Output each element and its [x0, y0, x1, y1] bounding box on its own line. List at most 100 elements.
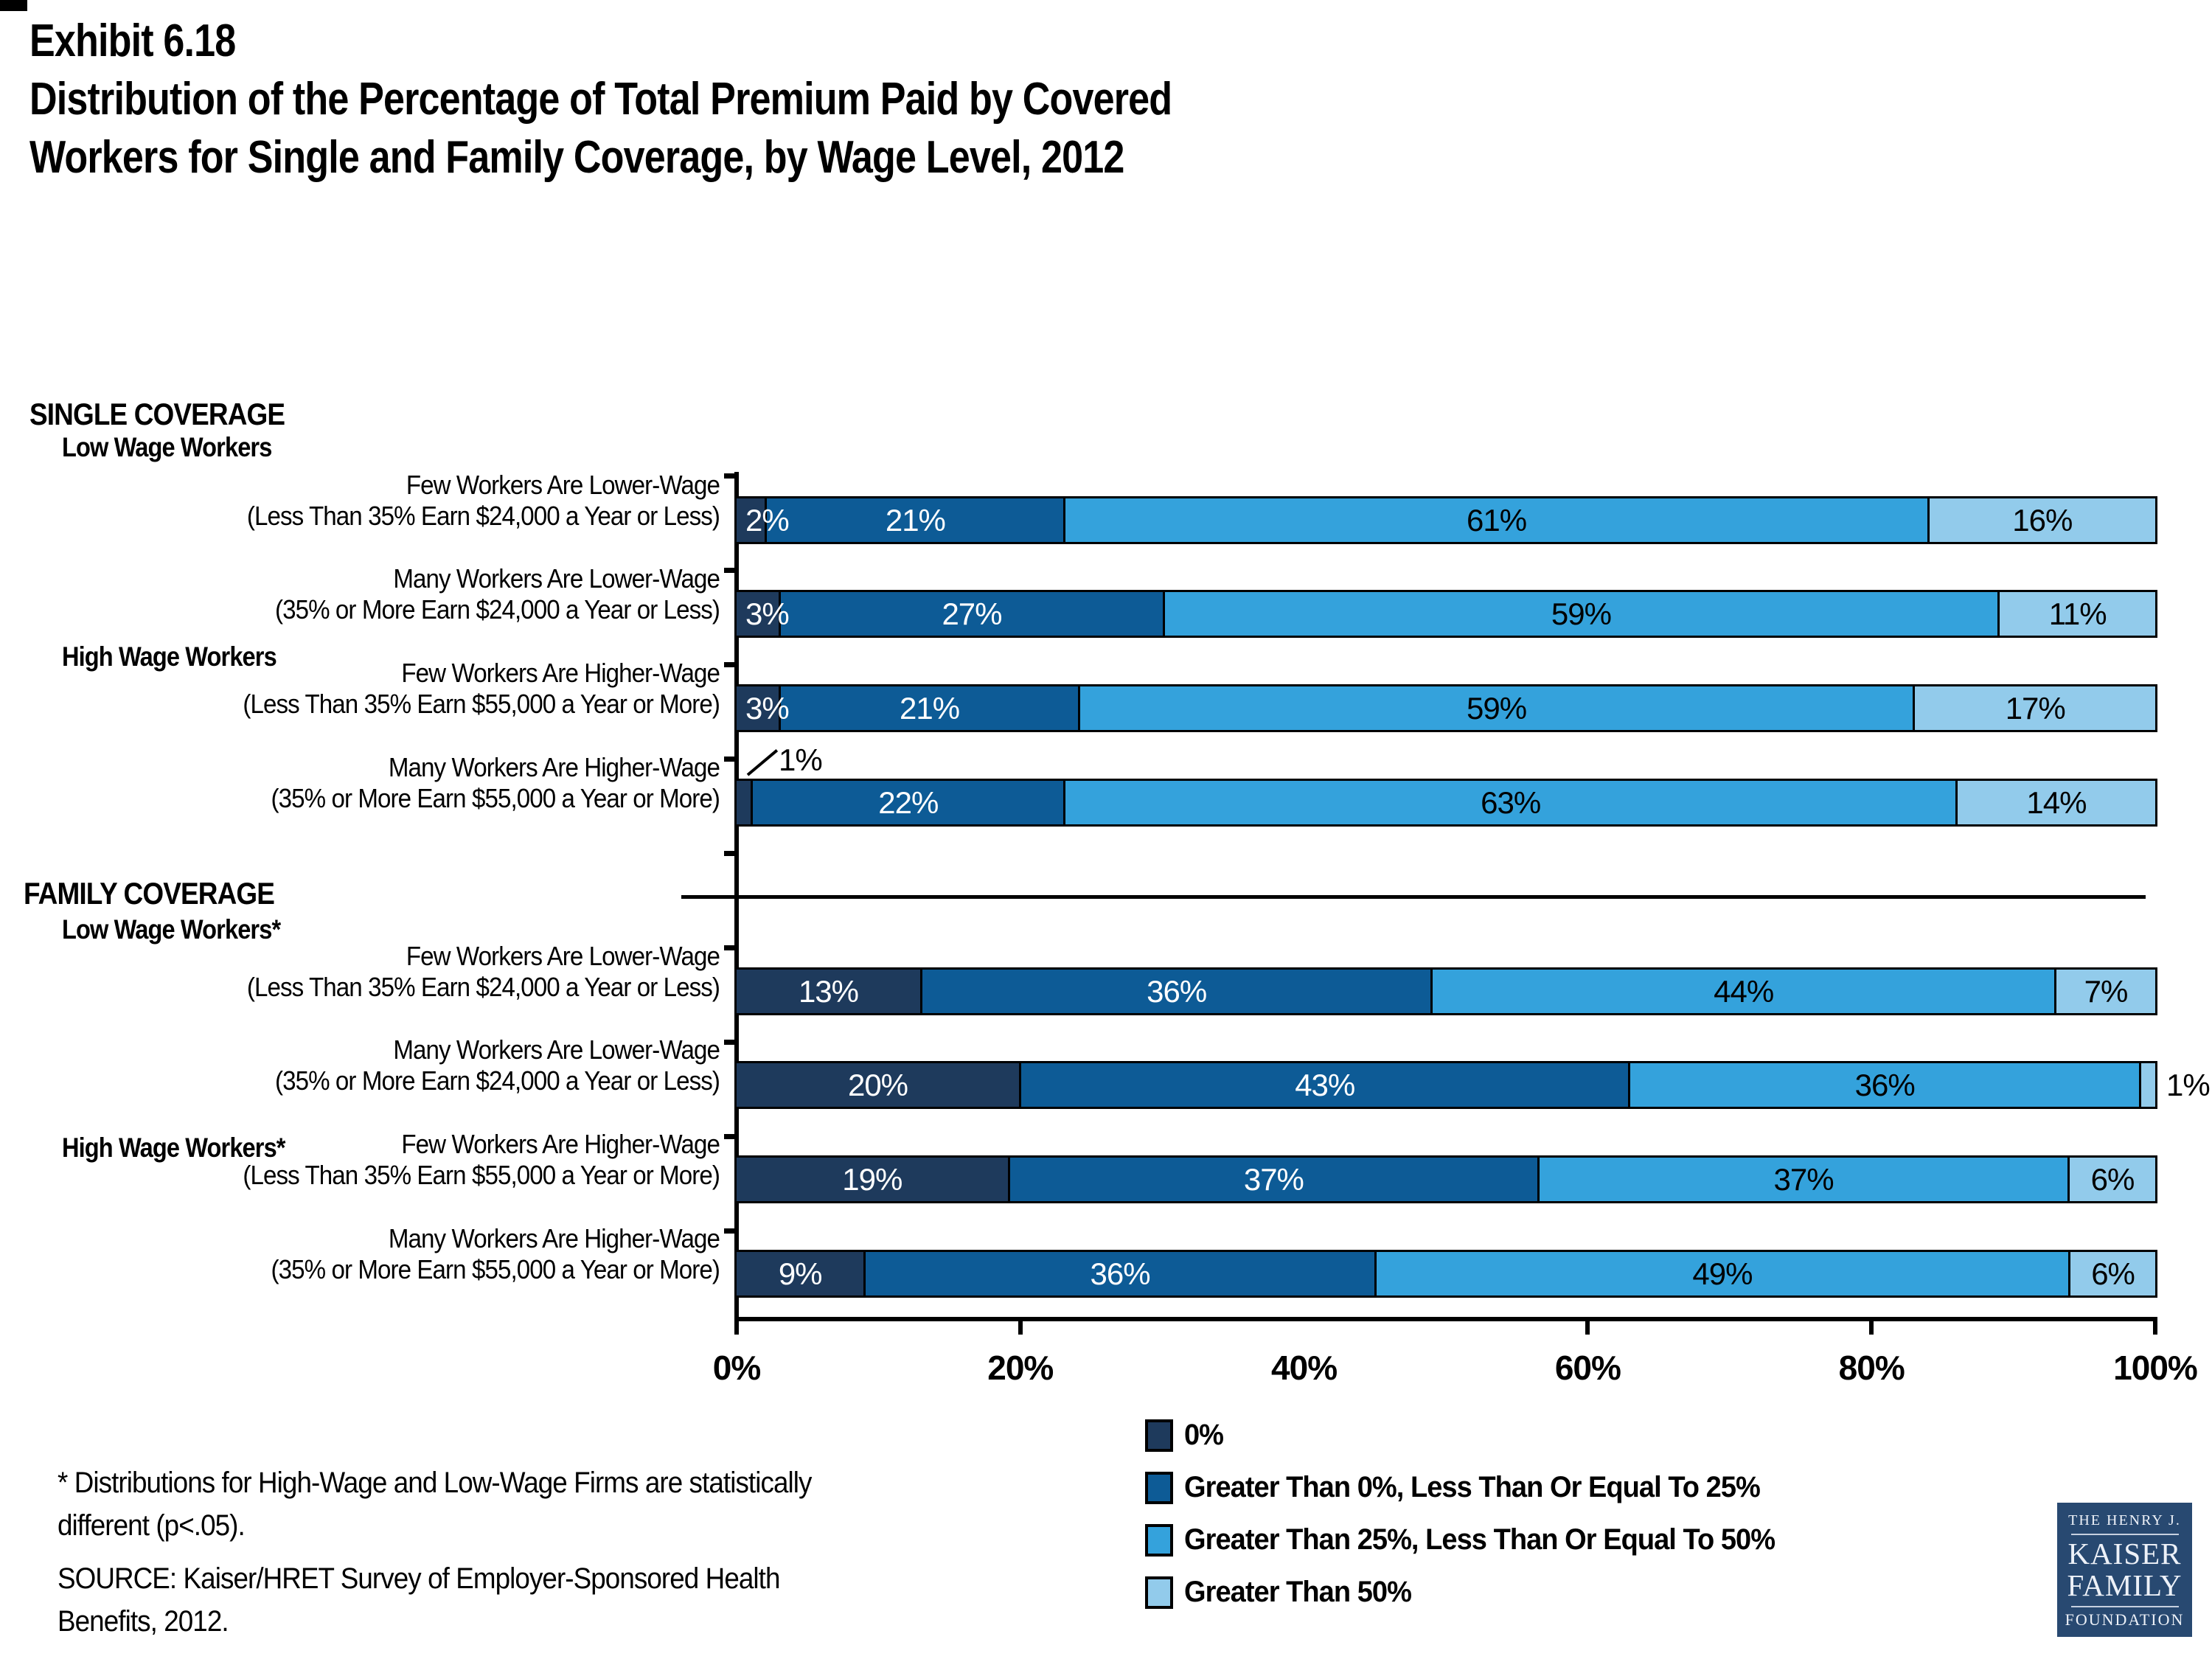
category-tick [724, 1228, 734, 1234]
x-axis-tick [2153, 1321, 2157, 1335]
logo-name-kaiser: KAISER [2067, 1537, 2182, 1571]
bar-segment: 37% [1009, 1158, 1540, 1201]
logo-top-text: THE HENRY J. [2068, 1512, 2181, 1528]
row-label: Many Workers Are Higher-Wage (35% or More… [105, 1223, 720, 1285]
row-label-line-1: Many Workers Are Higher-Wage [388, 752, 720, 782]
x-axis-tick-label: 100% [2113, 1349, 2198, 1387]
title-line-2: Workers for Single and Family Coverage, … [29, 132, 1124, 183]
bar-segment-value: 37% [1243, 1161, 1304, 1197]
source-line-2: Benefits, 2012. [58, 1605, 229, 1638]
row-label: Few Workers Are Lower-Wage (Less Than 35%… [105, 470, 720, 532]
category-tick [724, 851, 734, 856]
bar-segment-value: 61% [1467, 502, 1527, 538]
section-header-single: SINGLE COVERAGE [29, 397, 285, 431]
bar-segment: 44% [1433, 970, 2056, 1013]
row-label: Few Workers Are Higher-Wage (Less Than 35… [105, 1129, 720, 1191]
logo-name-family: FAMILY [2067, 1568, 2183, 1602]
x-axis-tick [1869, 1321, 1874, 1335]
bar-segment: 13% [737, 970, 922, 1013]
legend-label: Greater Than 50% [1184, 1576, 1412, 1608]
row-label-line-2: (35% or More Earn $55,000 a Year or More… [271, 1254, 720, 1284]
bar-segment: 21% [781, 686, 1080, 730]
bar-segment-value: 6% [2090, 1161, 2135, 1197]
section-header-family: FAMILY COVERAGE [24, 876, 275, 911]
bar-segment-value: 37% [1773, 1161, 1834, 1197]
bar-segment: 61% [1065, 498, 1930, 542]
bar-segment-value: 49% [1692, 1256, 1753, 1291]
stacked-bar: 13% 36% 44% 7% [734, 967, 2157, 1015]
bar-segment: 20% [737, 1063, 1021, 1107]
row-label-line-1: Many Workers Are Lower-Wage [393, 563, 720, 594]
category-tick [724, 473, 734, 479]
bar-segment-value: 7% [2084, 973, 2129, 1009]
bar-segment-value: 20% [847, 1067, 908, 1102]
bar-segment: 6% [2070, 1252, 2155, 1295]
bar-segment-value: 43% [1295, 1067, 1355, 1102]
row-label-line-1: Few Workers Are Lower-Wage [406, 470, 720, 500]
corner-mark [0, 0, 27, 11]
bar-segment: 2% [737, 498, 790, 542]
bar-segment-value: 14% [2026, 785, 2087, 820]
row-label-line-1: Many Workers Are Lower-Wage [393, 1034, 720, 1065]
subheader-family-high-wage: High Wage Workers* [62, 1133, 285, 1163]
legend-swatch-light-blue [1145, 1576, 1173, 1609]
bar-segment [737, 781, 754, 824]
row-label-line-2: (35% or More Earn $24,000 a Year or Less… [275, 594, 720, 625]
legend-item-0pct: 0% [1145, 1419, 1225, 1452]
subheader-single-high-wage: High Wage Workers [62, 641, 277, 672]
row-label-line-2: (35% or More Earn $55,000 a Year or More… [271, 783, 720, 813]
legend-swatch-medium-blue [1145, 1523, 1173, 1557]
bar-segment: 37% [1540, 1158, 2070, 1201]
bar-segment-value: 59% [1551, 596, 1612, 631]
logo-foundation-text: FOUNDATION [2065, 1610, 2185, 1629]
title-line-1: Distribution of the Percentage of Total … [29, 74, 1172, 125]
footnote-line-2: different (p<.05). [58, 1509, 246, 1542]
row-label-line-1: Few Workers Are Lower-Wage [406, 941, 720, 971]
category-tick [724, 568, 734, 573]
bar-segment: 3% [737, 686, 790, 730]
section-divider-line [681, 895, 2146, 899]
subheader-family-low-wage: Low Wage Workers* [62, 914, 281, 945]
bar-segment: 43% [1021, 1063, 1631, 1107]
legend-label: Greater Than 0%, Less Than Or Equal To 2… [1184, 1471, 1761, 1503]
source-line-1: SOURCE: Kaiser/HRET Survey of Employer-S… [58, 1562, 780, 1595]
row-label-line-1: Many Workers Are Higher-Wage [388, 1223, 720, 1253]
exhibit-number: Exhibit 6.18 [29, 15, 236, 66]
bar-segment-value: 3% [745, 596, 790, 631]
x-axis-tick [1018, 1321, 1023, 1335]
legend-label: Greater Than 25%, Less Than Or Equal To … [1184, 1523, 1775, 1556]
row-label-line-2: (35% or More Earn $24,000 a Year or Less… [275, 1065, 720, 1096]
bar-segment-value: 2% [745, 502, 790, 538]
source-note: SOURCE: Kaiser/HRET Survey of Employer-S… [58, 1557, 780, 1643]
footnote: * Distributions for High-Wage and Low-Wa… [58, 1461, 812, 1547]
bar-segment-value: 19% [842, 1161, 902, 1197]
stacked-bar: 3% 21% 59% 17% [734, 684, 2157, 732]
stacked-bar: 19% 37% 37% 6% [734, 1155, 2157, 1203]
stacked-bar: 3% 27% 59% 11% [734, 590, 2157, 638]
category-tick [724, 1134, 734, 1139]
callout-line [746, 749, 779, 776]
bar-segment-value: 22% [878, 785, 939, 820]
bar-segment-value: 63% [1481, 785, 1541, 820]
row-label-line-2: (Less Than 35% Earn $24,000 a Year or Le… [246, 501, 720, 531]
row-label: Many Workers Are Lower-Wage (35% or More … [105, 1034, 720, 1096]
logo-rule-bottom [2070, 1606, 2179, 1607]
bar-segment-value: 1% [779, 742, 823, 777]
row-label: Few Workers Are Lower-Wage (Less Than 35%… [105, 941, 720, 1003]
bar-segment: 7% [2056, 970, 2155, 1013]
bar-segment-value: 27% [942, 596, 1002, 631]
bar-segment-value: 21% [885, 502, 946, 538]
x-axis-tick-label: 0% [712, 1349, 761, 1387]
bar-segment [2140, 1063, 2156, 1107]
bar-segment: 19% [737, 1158, 1010, 1201]
category-tick [724, 662, 734, 667]
bar-segment: 21% [767, 498, 1066, 542]
bar-segment-value: 1% [2166, 1067, 2211, 1102]
bar-segment-value: 21% [900, 690, 960, 726]
x-axis-tick-label: 60% [1554, 1349, 1621, 1387]
x-axis-tick-label: 40% [1271, 1349, 1338, 1387]
bar-segment: 36% [1630, 1063, 2141, 1107]
row-label-line-2: (Less Than 35% Earn $55,000 a Year or Mo… [243, 689, 720, 719]
bar-segment-value: 36% [1090, 1256, 1151, 1291]
bar-segment: 6% [2069, 1158, 2155, 1201]
